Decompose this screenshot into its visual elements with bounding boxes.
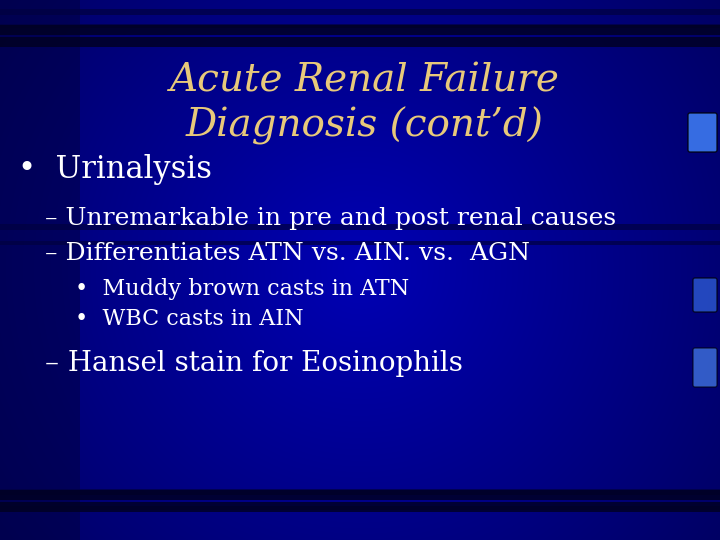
Text: •  Muddy brown casts in ATN: • Muddy brown casts in ATN: [75, 278, 409, 300]
Bar: [0, 506, 720, 510]
Text: •  Urinalysis: • Urinalysis: [18, 154, 212, 185]
Polygon shape: [0, 0, 80, 540]
Text: Acute Renal Failure: Acute Renal Failure: [170, 63, 560, 100]
Bar: [0, 489, 720, 495]
Text: – Hansel stain for Eosinophils: – Hansel stain for Eosinophils: [45, 350, 463, 377]
Bar: [0, 9, 720, 15]
Text: •  WBC casts in AIN: • WBC casts in AIN: [75, 308, 304, 330]
FancyBboxPatch shape: [693, 348, 717, 387]
Bar: [0, 37, 720, 47]
Text: – Unremarkable in pre and post renal causes: – Unremarkable in pre and post renal cau…: [45, 207, 616, 230]
Bar: [0, 25, 720, 35]
Bar: [0, 241, 720, 245]
FancyBboxPatch shape: [693, 278, 717, 312]
Bar: [0, 224, 720, 230]
Text: – Differentiates ATN vs. AIN. vs.  AGN: – Differentiates ATN vs. AIN. vs. AGN: [45, 242, 530, 265]
Bar: [0, 502, 720, 512]
Text: Diagnosis (cont’d): Diagnosis (cont’d): [186, 106, 544, 145]
Bar: [0, 490, 720, 500]
FancyBboxPatch shape: [688, 113, 717, 152]
Bar: [0, 24, 720, 28]
